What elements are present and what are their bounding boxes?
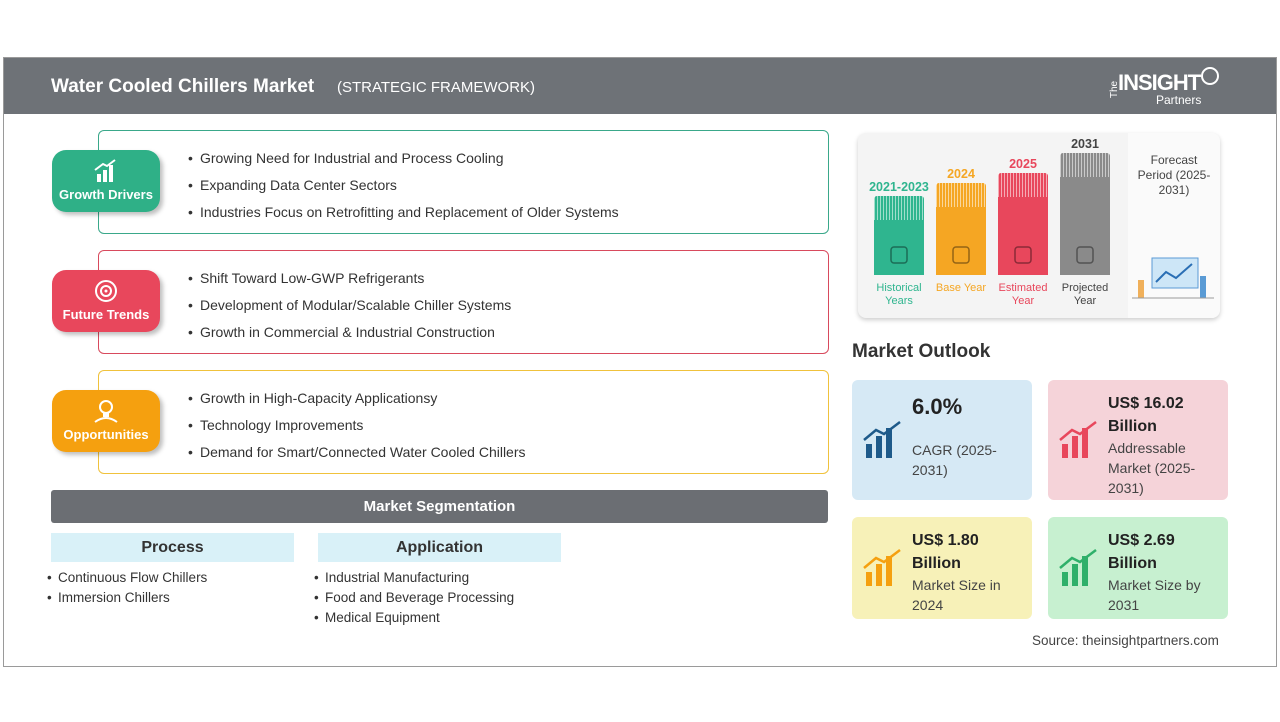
segment-item: Food and Beverage Processing (325, 590, 515, 605)
forecast-label: Forecast Period (2025-2031) (1137, 153, 1211, 197)
subtitle: (STRATEGIC FRAMEWORK) (337, 79, 536, 96)
title: Water Cooled Chillers Market (51, 76, 315, 97)
forecast-illustration (1132, 257, 1214, 299)
segment-header: Process (51, 533, 294, 562)
framework-badge: Future Trends (52, 270, 160, 332)
frame (3, 57, 1277, 667)
bar-icon (952, 246, 970, 264)
bullet: • (47, 570, 52, 585)
timeline-year: 2031 (1071, 137, 1099, 151)
bullet: • (188, 297, 193, 313)
framework-item: Expanding Data Center Sectors (200, 177, 397, 193)
outlook-card (1048, 517, 1228, 619)
timeline-year: 2021-2023 (869, 180, 929, 194)
card-label: Market Size by 2031 (1108, 577, 1201, 613)
framework-box (98, 370, 829, 474)
card-icon (1059, 421, 1097, 458)
card-icon (1059, 549, 1097, 586)
badge-icon (95, 280, 117, 302)
timeline-caption: Estimated Year (998, 282, 1048, 307)
outlook-title: Market Outlook (852, 341, 991, 362)
timeline-bar (1060, 153, 1110, 275)
badge-label: Growth Drivers (59, 187, 153, 202)
bullet: • (47, 590, 52, 605)
bullet: • (314, 570, 319, 585)
timeline-year: 2025 (1009, 157, 1037, 171)
framework-item: Growth in Commercial & Industrial Constr… (200, 324, 495, 340)
card-icon (863, 421, 901, 458)
outlook-card (852, 380, 1032, 500)
segment-header: Application (318, 533, 561, 562)
bullet: • (188, 444, 193, 460)
framework-item: Demand for Smart/Connected Water Cooled … (200, 444, 526, 460)
timeline-year: 2024 (947, 167, 975, 181)
segmentation-title: Market Segmentation (51, 490, 828, 523)
segment-item: Continuous Flow Chillers (58, 570, 208, 585)
framework-item: Development of Modular/Scalable Chiller … (200, 297, 512, 313)
framework-item: Shift Toward Low-GWP Refrigerants (200, 270, 425, 286)
framework-item: Growth in High-Capacity Applicationsy (200, 390, 438, 406)
framework-badge: Opportunities (52, 390, 160, 452)
timeline-bar (998, 173, 1048, 275)
card-label: Addressable Market (2025-2031) (1108, 440, 1196, 496)
bullet: • (188, 417, 193, 433)
card-label: Market Size in 2024 (912, 577, 1001, 613)
outlook-card (852, 517, 1032, 619)
framework-item: Industries Focus on Retrofitting and Rep… (200, 204, 619, 220)
logo-suffix: Partners (1156, 93, 1202, 107)
timeline-bar (936, 183, 986, 275)
segment-item: Medical Equipment (325, 610, 440, 625)
badge-icon (94, 400, 118, 423)
badge-label: Future Trends (62, 307, 150, 322)
bar-icon (1014, 246, 1032, 264)
timeline-caption: Historical Years (876, 282, 922, 307)
bar-icon (1076, 246, 1094, 264)
card-value: US$ 2.69 Billion (1108, 532, 1175, 572)
bullet: • (314, 590, 319, 605)
segment-item: Immersion Chillers (58, 590, 170, 605)
outlook-card (1048, 380, 1228, 500)
source: Source: theinsightpartners.com (1032, 633, 1219, 648)
timeline-bar (874, 196, 924, 275)
badge-icon (94, 159, 116, 182)
framework-box (98, 130, 829, 234)
header-bar (4, 58, 1276, 114)
card-label: CAGR (2025-2031) (912, 442, 997, 478)
framework-item: Growing Need for Industrial and Process … (200, 150, 504, 166)
card-icon (863, 549, 901, 586)
timeline-caption: Projected Year (1061, 282, 1109, 307)
card-value: US$ 1.80 Billion (912, 532, 979, 572)
bullet: • (314, 610, 319, 625)
timeline-caption: Base Year (935, 282, 987, 294)
card-value: US$ 16.02 Billion (1108, 395, 1184, 435)
bullet: • (188, 324, 193, 340)
bullet: • (188, 204, 193, 220)
framework-item: Technology Improvements (200, 417, 364, 433)
bullet: • (188, 390, 193, 406)
bullet: • (188, 177, 193, 193)
logo-brand: INSIGHT (1118, 70, 1201, 95)
bullet: • (188, 270, 193, 286)
logo-ring (1201, 67, 1219, 85)
bullet: • (188, 150, 193, 166)
segment-item: Industrial Manufacturing (325, 570, 470, 585)
framework-badge: Growth Drivers (52, 150, 160, 212)
badge-label: Opportunities (63, 427, 149, 442)
bar-icon (890, 246, 908, 264)
card-value: 6.0% (912, 394, 963, 419)
